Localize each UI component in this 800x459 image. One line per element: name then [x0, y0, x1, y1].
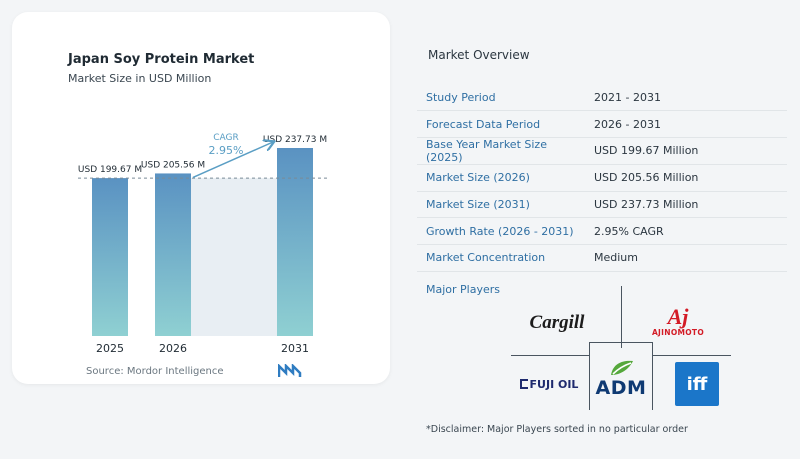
grid-divider	[511, 355, 589, 356]
overview-row: Forecast Data Period 2026 - 2031	[417, 111, 787, 138]
x-tick-label: 2026	[159, 342, 187, 355]
cagr-value: 2.95%	[209, 144, 244, 157]
overview-row: Market Concentration Medium	[417, 244, 787, 272]
grid-divider	[589, 342, 653, 343]
overview-row-label: Market Concentration	[426, 251, 546, 265]
bar	[155, 173, 191, 336]
adm-logo: ADM	[590, 348, 652, 410]
forecast-region	[191, 178, 277, 336]
bar	[277, 148, 313, 336]
overview-row-label: Study Period	[426, 90, 496, 104]
overview-table: Study Period 2021 - 2031 Forecast Data Per…	[417, 84, 787, 272]
ajinomoto-logo: Aj AJINOMOTO	[643, 296, 713, 346]
overview-row-label: Growth Rate (2026 - 2031)	[426, 224, 574, 238]
overview-row: Market Size (2026) USD 205.56 Million	[417, 164, 787, 192]
bar-chart: USD 199.67 M 2025 USD 205.56 M 2026 USD 237.…	[78, 133, 328, 355]
bar-value-label: USD 205.56 M	[141, 160, 205, 170]
overview-row-label: Base Year Market Size (2025)	[426, 137, 547, 164]
x-tick-label: 2025	[96, 342, 124, 355]
major-players-logos: Cargill Aj AJINOMOTO FUJI OIL ADM iff	[511, 286, 731, 410]
overview-row-label: Market Size (2031)	[426, 197, 530, 211]
cagr-arrow	[192, 142, 273, 179]
fujioil-wordmark: FUJI OIL	[529, 377, 579, 391]
overview-row: Base Year Market Size (2025) USD 199.67 M…	[417, 137, 787, 165]
cargill-logo: Cargill	[529, 312, 585, 333]
overview-row-value: 2.95% CAGR	[594, 224, 664, 238]
bar-value-label: USD 237.73 M	[263, 135, 327, 145]
adm-leaf-icon	[611, 360, 633, 375]
grid-divider	[653, 355, 731, 356]
market-overview-panel: Market Overview Study Period 2021 - 2031 F…	[417, 0, 800, 459]
cagr-label: CAGR	[213, 133, 239, 143]
bar-value-label: USD 199.67 M	[78, 165, 142, 175]
overview-row: Study Period 2021 - 2031	[417, 84, 787, 111]
ajinomoto-wordmark: AJINOMOTO	[651, 327, 705, 337]
mordor-logo-icon	[278, 364, 302, 377]
chart-title: Japan Soy Protein Market	[68, 52, 255, 67]
bar	[92, 178, 128, 336]
adm-wordmark: ADM	[595, 377, 647, 399]
overview-title: Market Overview	[428, 48, 530, 62]
overview-row-value: 2021 - 2031	[594, 90, 661, 104]
fujioil-logo: FUJI OIL	[511, 374, 587, 394]
grid-divider	[589, 342, 590, 410]
major-players-title: Major Players	[426, 283, 500, 296]
disclaimer-text: *Disclaimer: Major Players sorted in no …	[426, 424, 688, 435]
overview-row-value: USD 237.73 Million	[594, 197, 699, 211]
overview-row-value: USD 205.56 Million	[594, 171, 699, 185]
overview-row-value: USD 199.67 Million	[594, 144, 699, 158]
overview-row-value: Medium	[594, 251, 638, 265]
source-text: Source: Mordor Intelligence	[86, 366, 224, 377]
x-tick-label: 2031	[281, 342, 309, 355]
overview-row: Market Size (2031) USD 237.73 Million	[417, 191, 787, 218]
ajinomoto-mark: Aj	[667, 303, 689, 329]
chart-subtitle: Market Size in USD Million	[68, 72, 212, 85]
overview-row: Growth Rate (2026 - 2031) 2.95% CAGR	[417, 218, 787, 245]
grid-divider	[621, 286, 622, 348]
iff-logo: iff	[675, 362, 719, 406]
fujioil-mark-icon	[519, 379, 528, 389]
overview-row-label: Market Size (2026)	[426, 171, 530, 185]
overview-row-value: 2026 - 2031	[594, 117, 661, 131]
grid-divider	[652, 342, 653, 410]
overview-row-label: Forecast Data Period	[426, 117, 541, 131]
